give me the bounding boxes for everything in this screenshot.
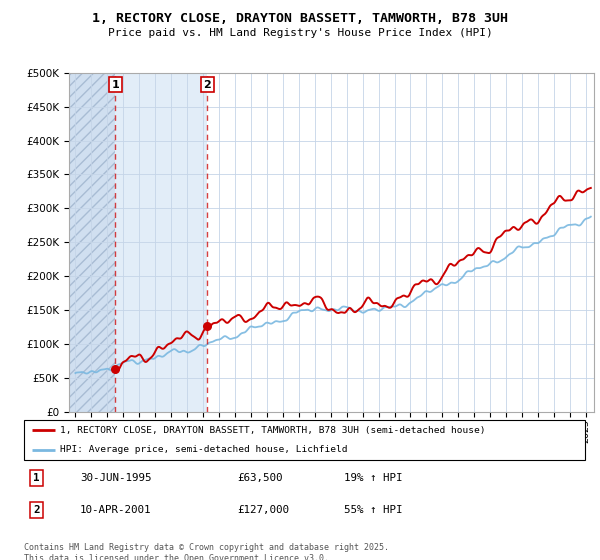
- Text: 30-JUN-1995: 30-JUN-1995: [80, 473, 152, 483]
- Text: 1: 1: [112, 80, 119, 90]
- Bar: [115, 73, 208, 412]
- FancyBboxPatch shape: [24, 420, 585, 460]
- Text: 55% ↑ HPI: 55% ↑ HPI: [344, 505, 402, 515]
- Text: HPI: Average price, semi-detached house, Lichfield: HPI: Average price, semi-detached house,…: [61, 445, 348, 454]
- Bar: [69, 73, 115, 412]
- Text: 2: 2: [33, 505, 40, 515]
- Text: 1: 1: [33, 473, 40, 483]
- Text: Price paid vs. HM Land Registry's House Price Index (HPI): Price paid vs. HM Land Registry's House …: [107, 28, 493, 38]
- Text: 19% ↑ HPI: 19% ↑ HPI: [344, 473, 402, 483]
- Text: 1, RECTORY CLOSE, DRAYTON BASSETT, TAMWORTH, B78 3UH: 1, RECTORY CLOSE, DRAYTON BASSETT, TAMWO…: [92, 12, 508, 25]
- Text: £63,500: £63,500: [237, 473, 283, 483]
- Text: 1, RECTORY CLOSE, DRAYTON BASSETT, TAMWORTH, B78 3UH (semi-detached house): 1, RECTORY CLOSE, DRAYTON BASSETT, TAMWO…: [61, 426, 486, 435]
- Text: 10-APR-2001: 10-APR-2001: [80, 505, 152, 515]
- Bar: [69, 73, 115, 412]
- Text: Contains HM Land Registry data © Crown copyright and database right 2025.
This d: Contains HM Land Registry data © Crown c…: [24, 543, 389, 560]
- Text: £127,000: £127,000: [237, 505, 289, 515]
- Text: 2: 2: [203, 80, 211, 90]
